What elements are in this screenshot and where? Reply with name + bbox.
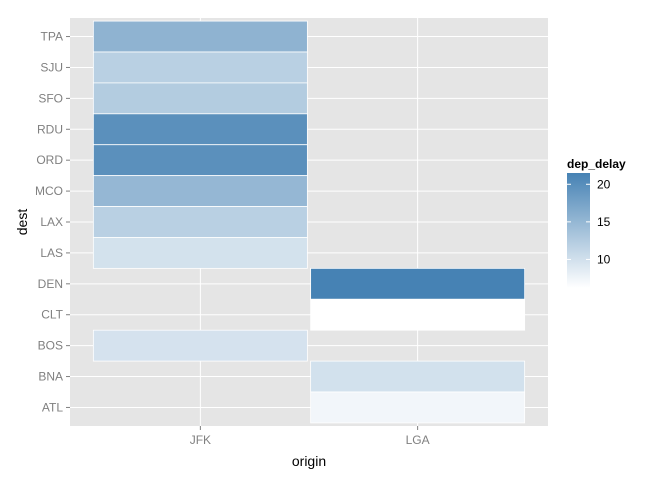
heatmap-cell-jfk-sfo [92, 82, 308, 115]
heatmap-cell-jfk-las [92, 237, 308, 269]
x-axis-title: origin [292, 453, 326, 469]
y-tick-label: BOS [38, 339, 63, 353]
legend-ticks: 10 15 20 [567, 177, 611, 266]
heatmap-cell-lga-atl [310, 391, 526, 424]
y-tick-label: LAS [40, 246, 63, 260]
x-axis-ticks: JFK LGA [190, 426, 430, 447]
legend-tick-label: 20 [597, 177, 611, 191]
heatmap-cell-jfk-ord [92, 144, 308, 177]
y-tick-label: DEN [38, 277, 63, 291]
heatmap-cell-lga-den [310, 267, 526, 300]
y-tick-label: ATL [42, 400, 63, 414]
legend-tick-label: 10 [597, 252, 611, 266]
legend-tick-label: 15 [597, 215, 611, 229]
y-tick-label: SFO [38, 91, 63, 105]
y-axis-ticks: ATL BNA BOS CLT DEN LAS LAX MCO ORD RDU SFO SJU TPA [35, 30, 70, 414]
y-tick-label: RDU [37, 122, 63, 136]
heatmap-cell-jfk-mco [92, 175, 308, 207]
y-tick-label: MCO [35, 184, 63, 198]
heatmap-cell-lga-bna [310, 360, 526, 393]
legend: dep_delay 10 15 20 [567, 157, 626, 288]
heatmap-cells [92, 20, 526, 424]
heatmap-cell-jfk-lax [92, 206, 308, 238]
x-tick-label: JFK [190, 433, 211, 447]
y-tick-label: CLT [41, 308, 63, 322]
legend-title: dep_delay [567, 157, 626, 171]
y-tick-label: SJU [40, 60, 63, 74]
heatmap-cell-jfk-sju [92, 51, 308, 84]
y-tick-label: LAX [40, 215, 63, 229]
y-tick-label: BNA [38, 370, 63, 384]
heatmap-cell-jfk-bos [92, 329, 308, 362]
y-axis-title: dest [14, 209, 30, 236]
legend-colorbar [567, 173, 590, 288]
y-tick-label: TPA [41, 30, 63, 44]
heatmap-cell-jfk-tpa [92, 20, 308, 53]
x-tick-label: LGA [406, 433, 430, 447]
heatmap-cell-jfk-rdu [92, 113, 308, 146]
heatmap-cell-lga-clt [310, 298, 526, 331]
y-tick-label: ORD [36, 153, 63, 167]
